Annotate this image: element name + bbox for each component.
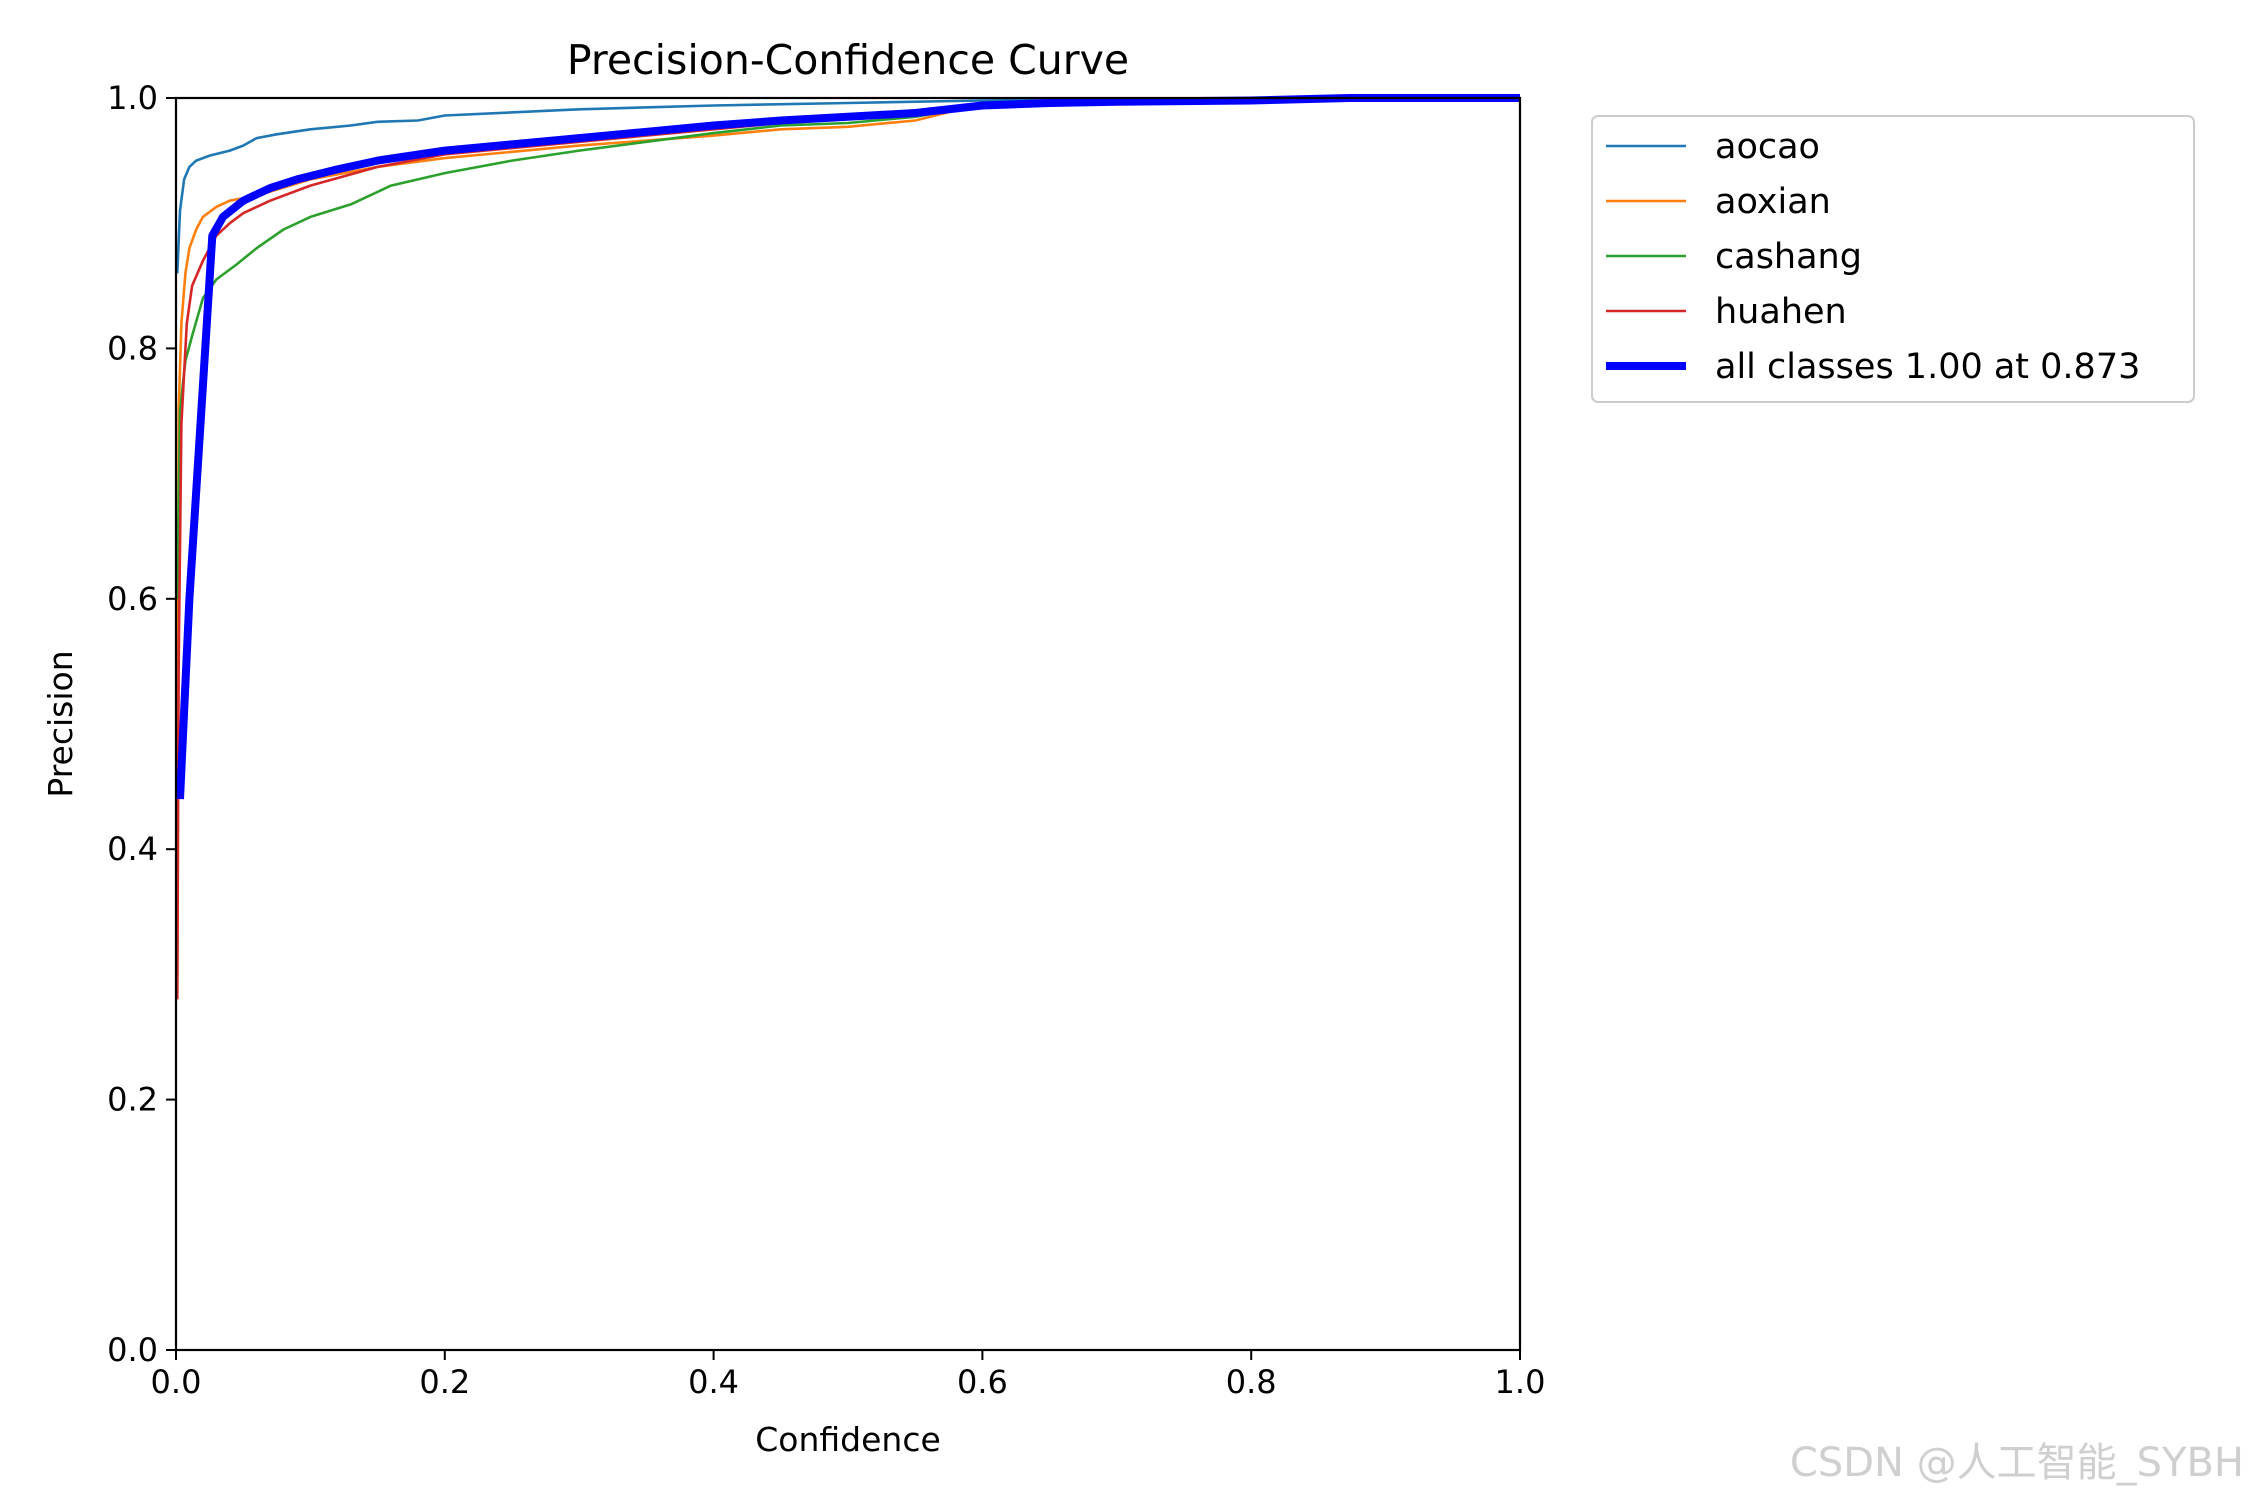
legend-label: huahen [1715,292,1847,332]
y-axis-ticks: 0.0 0.2 0.4 0.6 0.8 1.0 [107,79,176,1369]
series-layer [176,94,1521,1000]
y-tick-label: 0.8 [107,329,158,367]
y-tick-label: 0.4 [107,830,158,868]
series-line-4 [176,94,1520,800]
legend: aocao aoxian cashang huahen all classes 1.00… [1591,115,2195,403]
x-tick-label: 0.6 [957,1363,1008,1401]
y-tick-label: 0.6 [107,580,158,618]
x-tick-label: 0.4 [688,1363,739,1401]
y-axis-label: Precision [41,650,80,797]
watermark: CSDN @人工智能_SYBH [1790,1440,2244,1486]
series-line-0 [176,96,1521,274]
y-tick-label: 0.2 [107,1081,158,1119]
chart-title: Precision-Confidence Curve [567,36,1129,84]
x-tick-label: 1.0 [1495,1363,1546,1401]
legend-label: cashang [1715,237,1862,277]
x-axis-label: Confidence [755,1420,941,1459]
plot-frame [174,96,1522,1352]
y-tick-label: 1.0 [107,79,158,117]
legend-label: aoxian [1715,182,1831,222]
legend-label: all classes 1.00 at 0.873 [1715,347,2140,387]
legend-box [1591,115,2195,403]
x-tick-label: 0.0 [151,1363,202,1401]
legend-items: aocao aoxian cashang huahen all classes 1.00… [1606,127,2140,387]
x-axis-ticks: 0.0 0.2 0.4 0.6 0.8 1.0 [151,1350,1546,1401]
y-tick-label: 0.0 [107,1331,158,1369]
series-line-2 [176,96,1521,599]
x-tick-label: 0.8 [1226,1363,1277,1401]
x-tick-label: 0.2 [419,1363,470,1401]
legend-label: aocao [1715,127,1820,167]
